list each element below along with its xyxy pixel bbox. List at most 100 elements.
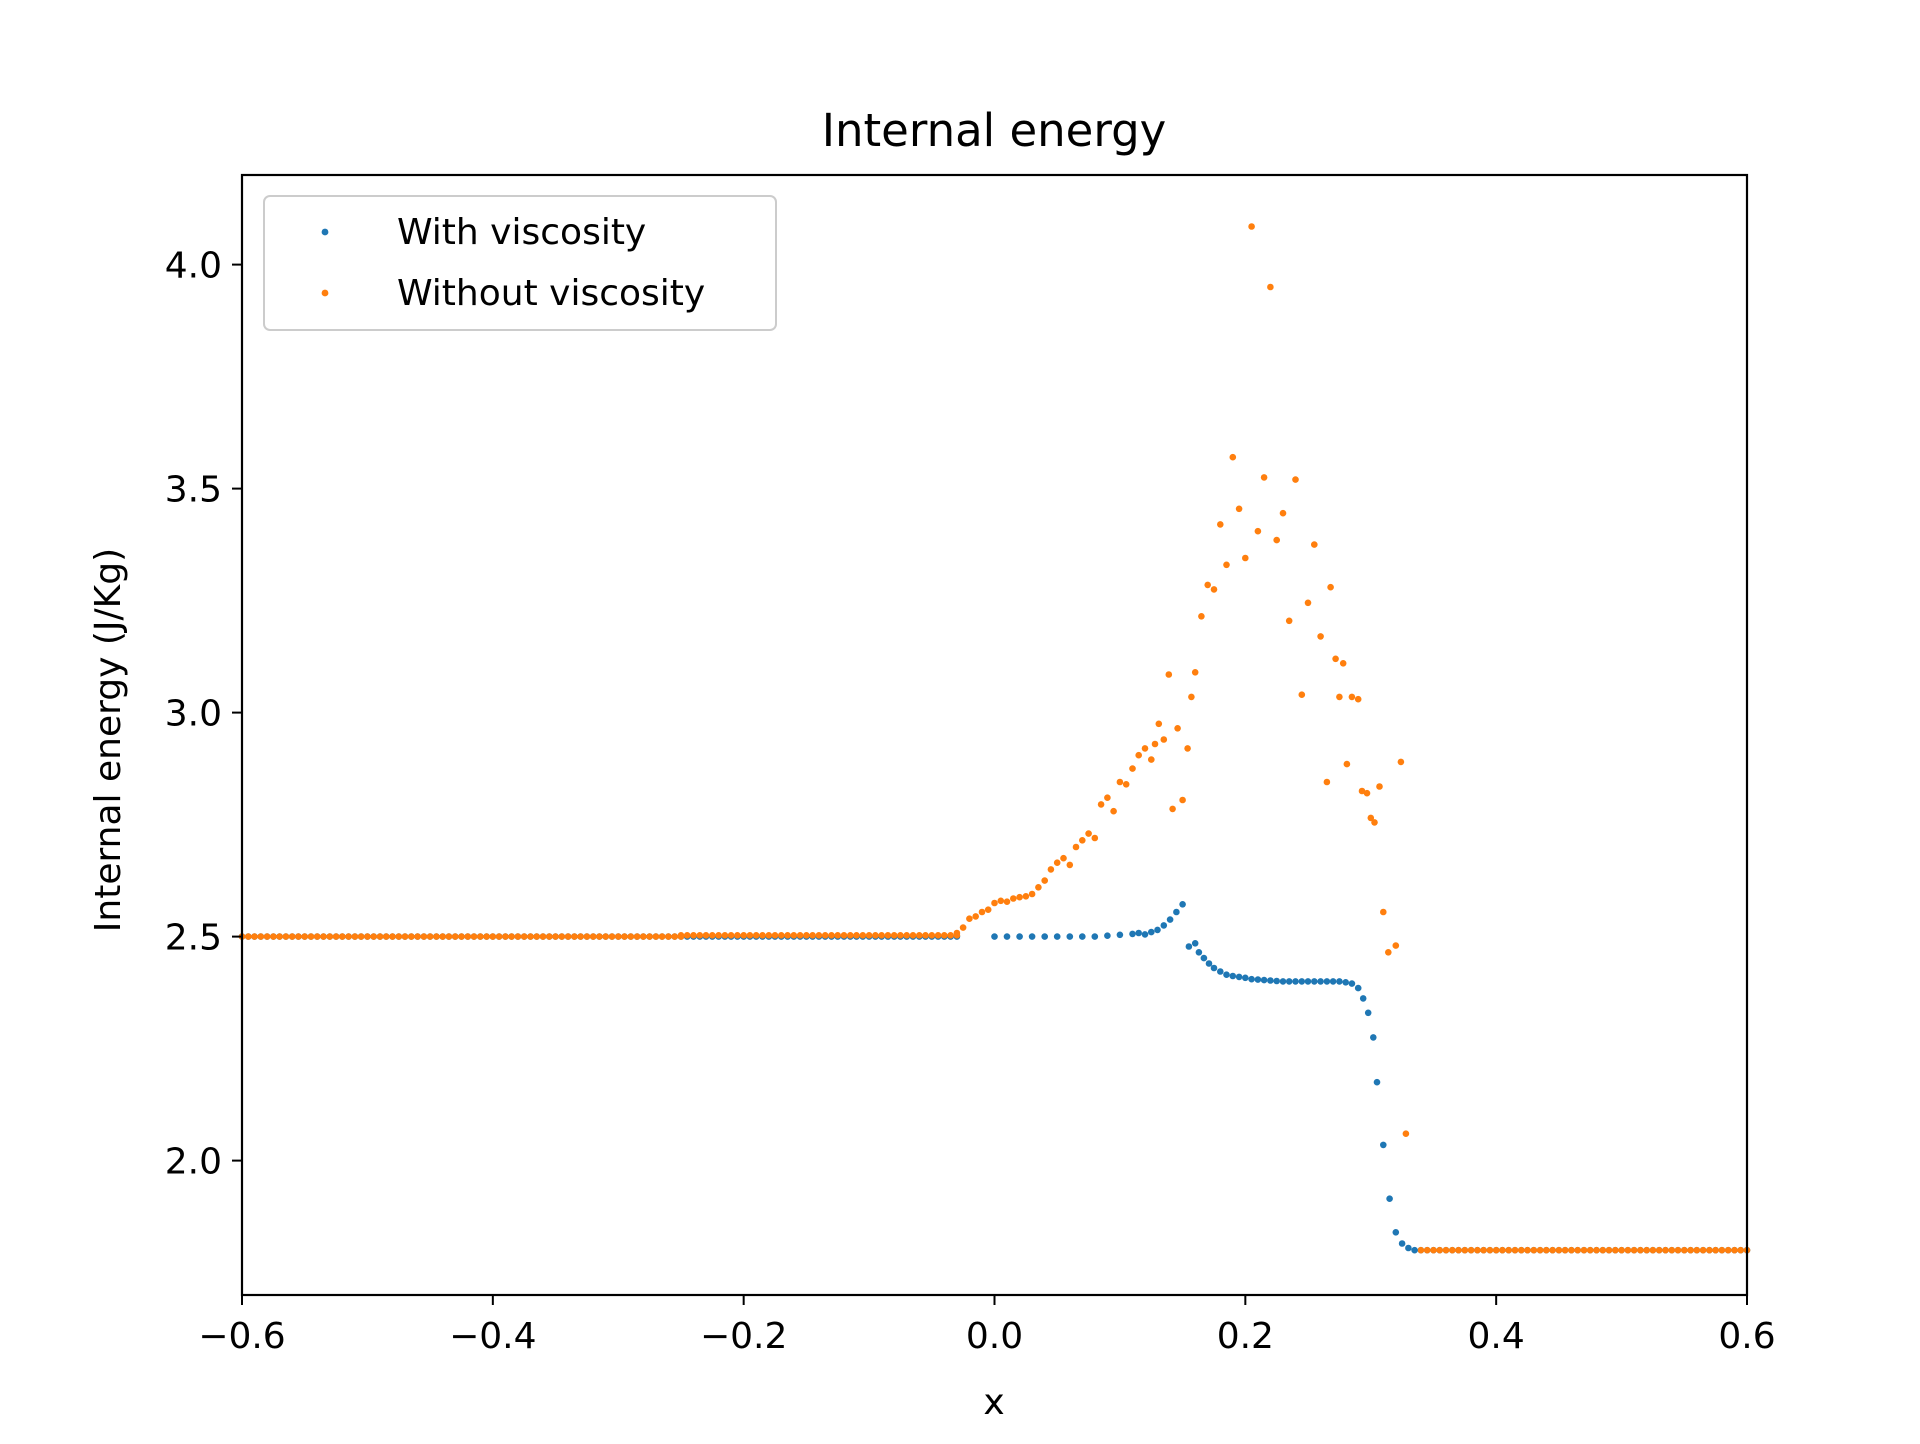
y-tick-label: 3.5 (165, 470, 222, 511)
without-viscosity-flat-point-140 (1568, 1246, 1575, 1254)
with-viscosity-point-29 (1235, 973, 1243, 981)
without-viscosity-point-73 (1371, 819, 1378, 826)
without-viscosity-flat-point-64 (640, 933, 647, 940)
with-viscosity-point-12 (1135, 929, 1142, 937)
without-viscosity-point-36 (1169, 805, 1176, 813)
with-viscosity-point-47 (1348, 980, 1356, 987)
without-viscosity-point-18 (1066, 861, 1074, 869)
with-viscosity-point-1 (1003, 933, 1011, 940)
without-viscosity-flat-point-110 (922, 932, 929, 939)
without-viscosity-flat-point-104 (884, 932, 892, 939)
without-viscosity-flat-point-165 (1724, 1246, 1732, 1254)
without-viscosity-point-41 (1191, 669, 1199, 676)
legend: With viscosity Without viscosity (263, 195, 777, 331)
without-viscosity-flat-point-131 (1511, 1246, 1519, 1254)
without-viscosity-point-28 (1129, 765, 1136, 772)
without-viscosity-flat-point-119 (1436, 1246, 1443, 1254)
without-viscosity-flat-point-24 (389, 933, 396, 940)
with-viscosity-point-8 (1091, 933, 1099, 940)
without-viscosity-flat-point-62 (627, 933, 635, 940)
without-viscosity-flat-point-143 (1586, 1246, 1594, 1254)
plot-points (238, 223, 1751, 1254)
with-viscosity-point-55 (1392, 1229, 1400, 1236)
with-viscosity-point-7 (1079, 933, 1086, 940)
without-viscosity-flat-point-61 (621, 933, 628, 940)
without-viscosity-flat-point-113 (941, 932, 948, 939)
without-viscosity-point-50 (1248, 223, 1255, 230)
without-viscosity-flat-point-94 (821, 932, 829, 939)
with-viscosity-point-44 (1329, 978, 1337, 985)
with-viscosity-point-53 (1380, 1141, 1387, 1149)
without-viscosity-point-32 (1151, 740, 1159, 748)
without-viscosity-point-70 (1358, 787, 1366, 795)
without-viscosity-flat-point-10 (301, 933, 309, 940)
with-viscosity-point-46 (1342, 979, 1349, 986)
without-viscosity-flat-point-96 (834, 932, 841, 939)
without-viscosity-flat-point-145 (1599, 1246, 1607, 1254)
without-viscosity-point-14 (1041, 877, 1048, 884)
without-viscosity-flat-point-159 (1687, 1246, 1694, 1254)
with-viscosity-point-58 (1411, 1246, 1418, 1254)
without-viscosity-point-21 (1085, 830, 1092, 837)
without-viscosity-flat-point-92 (809, 932, 816, 939)
without-viscosity-flat-point-74 (696, 932, 704, 939)
with-viscosity-point-0 (991, 933, 998, 940)
without-viscosity-point-13 (1035, 884, 1042, 891)
without-viscosity-flat-point-32 (439, 933, 447, 940)
without-viscosity-flat-point-29 (420, 933, 428, 940)
without-viscosity-flat-point-112 (934, 932, 942, 939)
without-viscosity-flat-point-152 (1643, 1246, 1650, 1254)
with-viscosity-point-15 (1154, 926, 1161, 934)
with-viscosity-point-50 (1364, 1009, 1372, 1017)
without-viscosity-flat-point-162 (1706, 1246, 1713, 1254)
without-viscosity-flat-point-21 (370, 933, 378, 940)
without-viscosity-flat-point-65 (646, 933, 653, 940)
without-viscosity-point-72 (1367, 814, 1375, 822)
without-viscosity-flat-point-100 (859, 932, 867, 939)
with-viscosity-point-26 (1217, 968, 1224, 975)
with-viscosity-point-3 (1028, 933, 1036, 940)
without-viscosity-flat-point-1 (245, 933, 252, 940)
without-viscosity-point-35 (1165, 671, 1173, 678)
chart-title: Internal energy (822, 104, 1167, 157)
without-viscosity-flat-point-68 (665, 933, 672, 940)
without-viscosity-point-74 (1376, 783, 1383, 790)
without-viscosity-flat-point-28 (414, 933, 421, 940)
without-viscosity-flat-point-160 (1693, 1246, 1701, 1254)
without-viscosity-flat-point-7 (282, 933, 290, 940)
without-viscosity-flat-point-157 (1674, 1246, 1682, 1254)
without-viscosity-flat-point-137 (1549, 1246, 1556, 1254)
legend-box (263, 195, 777, 331)
without-viscosity-flat-point-25 (395, 933, 403, 940)
with-viscosity-point-31 (1248, 975, 1255, 983)
without-viscosity-point-48 (1235, 505, 1243, 513)
without-viscosity-point-78 (1397, 758, 1405, 766)
with-viscosity-point-42 (1317, 978, 1324, 985)
without-viscosity-flat-point-93 (815, 932, 823, 939)
without-viscosity-flat-point-40 (489, 933, 497, 940)
without-viscosity-flat-point-114 (947, 932, 954, 939)
without-viscosity-point-15 (1047, 866, 1055, 873)
with-viscosity-point-9 (1104, 932, 1111, 939)
without-viscosity-point-56 (1285, 617, 1293, 625)
without-viscosity-flat-point-55 (583, 933, 591, 940)
x-axis-label: x (983, 1382, 1004, 1423)
without-viscosity-flat-point-134 (1530, 1246, 1538, 1254)
without-viscosity-point-66 (1339, 660, 1347, 667)
without-viscosity-point-77 (1392, 942, 1400, 949)
x-tick-label: 0.4 (1468, 1316, 1525, 1357)
without-viscosity-flat-point-88 (784, 932, 791, 939)
without-viscosity-flat-point-13 (320, 933, 327, 940)
without-viscosity-flat-point-16 (339, 933, 346, 940)
without-viscosity-flat-point-150 (1630, 1246, 1638, 1254)
x-tick-label: −0.6 (198, 1316, 285, 1357)
without-viscosity-point-19 (1072, 843, 1080, 851)
without-viscosity-flat-point-9 (295, 933, 302, 940)
x-tick-label: 0.0 (966, 1316, 1023, 1357)
y-axis-ticks: 2.0 2.5 3.0 3.5 4.0 (165, 246, 242, 1183)
with-viscosity-point-23 (1200, 954, 1208, 962)
without-viscosity-flat-point-39 (483, 933, 490, 940)
with-viscosity-point-49 (1359, 995, 1367, 1002)
